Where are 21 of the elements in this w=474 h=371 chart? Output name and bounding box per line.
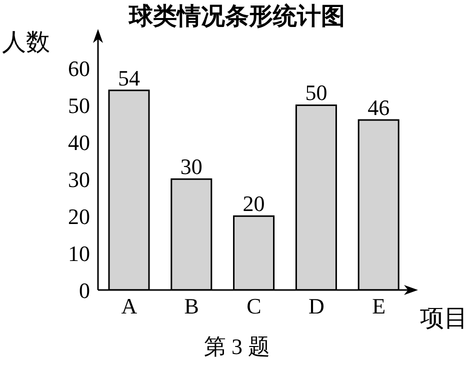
y-tick-label: 60 xyxy=(68,56,90,82)
data-label: 46 xyxy=(368,95,390,120)
data-label: 20 xyxy=(242,191,265,216)
y-tick-label: 50 xyxy=(68,93,90,118)
y-axis-title: 人数 xyxy=(2,29,50,58)
y-tick-label: 40 xyxy=(68,130,90,155)
x-tick-label: E xyxy=(372,294,386,319)
y-tick-label: 20 xyxy=(68,204,90,229)
data-label: 54 xyxy=(118,65,140,90)
data-label: 50 xyxy=(305,80,328,106)
chart-title: 球类情况条形统计图 xyxy=(129,2,345,30)
x-tick-label: D xyxy=(308,294,324,319)
x-tick-label: B xyxy=(184,294,199,319)
data-label: 30 xyxy=(180,154,202,180)
y-tick-label: 30 xyxy=(68,166,90,192)
x-tick-label: A xyxy=(121,294,138,319)
text: 第 3 题 xyxy=(203,333,271,361)
x-tick-label: C xyxy=(246,294,262,319)
y-tick-label: 10 xyxy=(68,240,90,266)
x-axis-title: 项目 xyxy=(420,305,468,334)
y-tick-label: 0 xyxy=(79,278,90,303)
